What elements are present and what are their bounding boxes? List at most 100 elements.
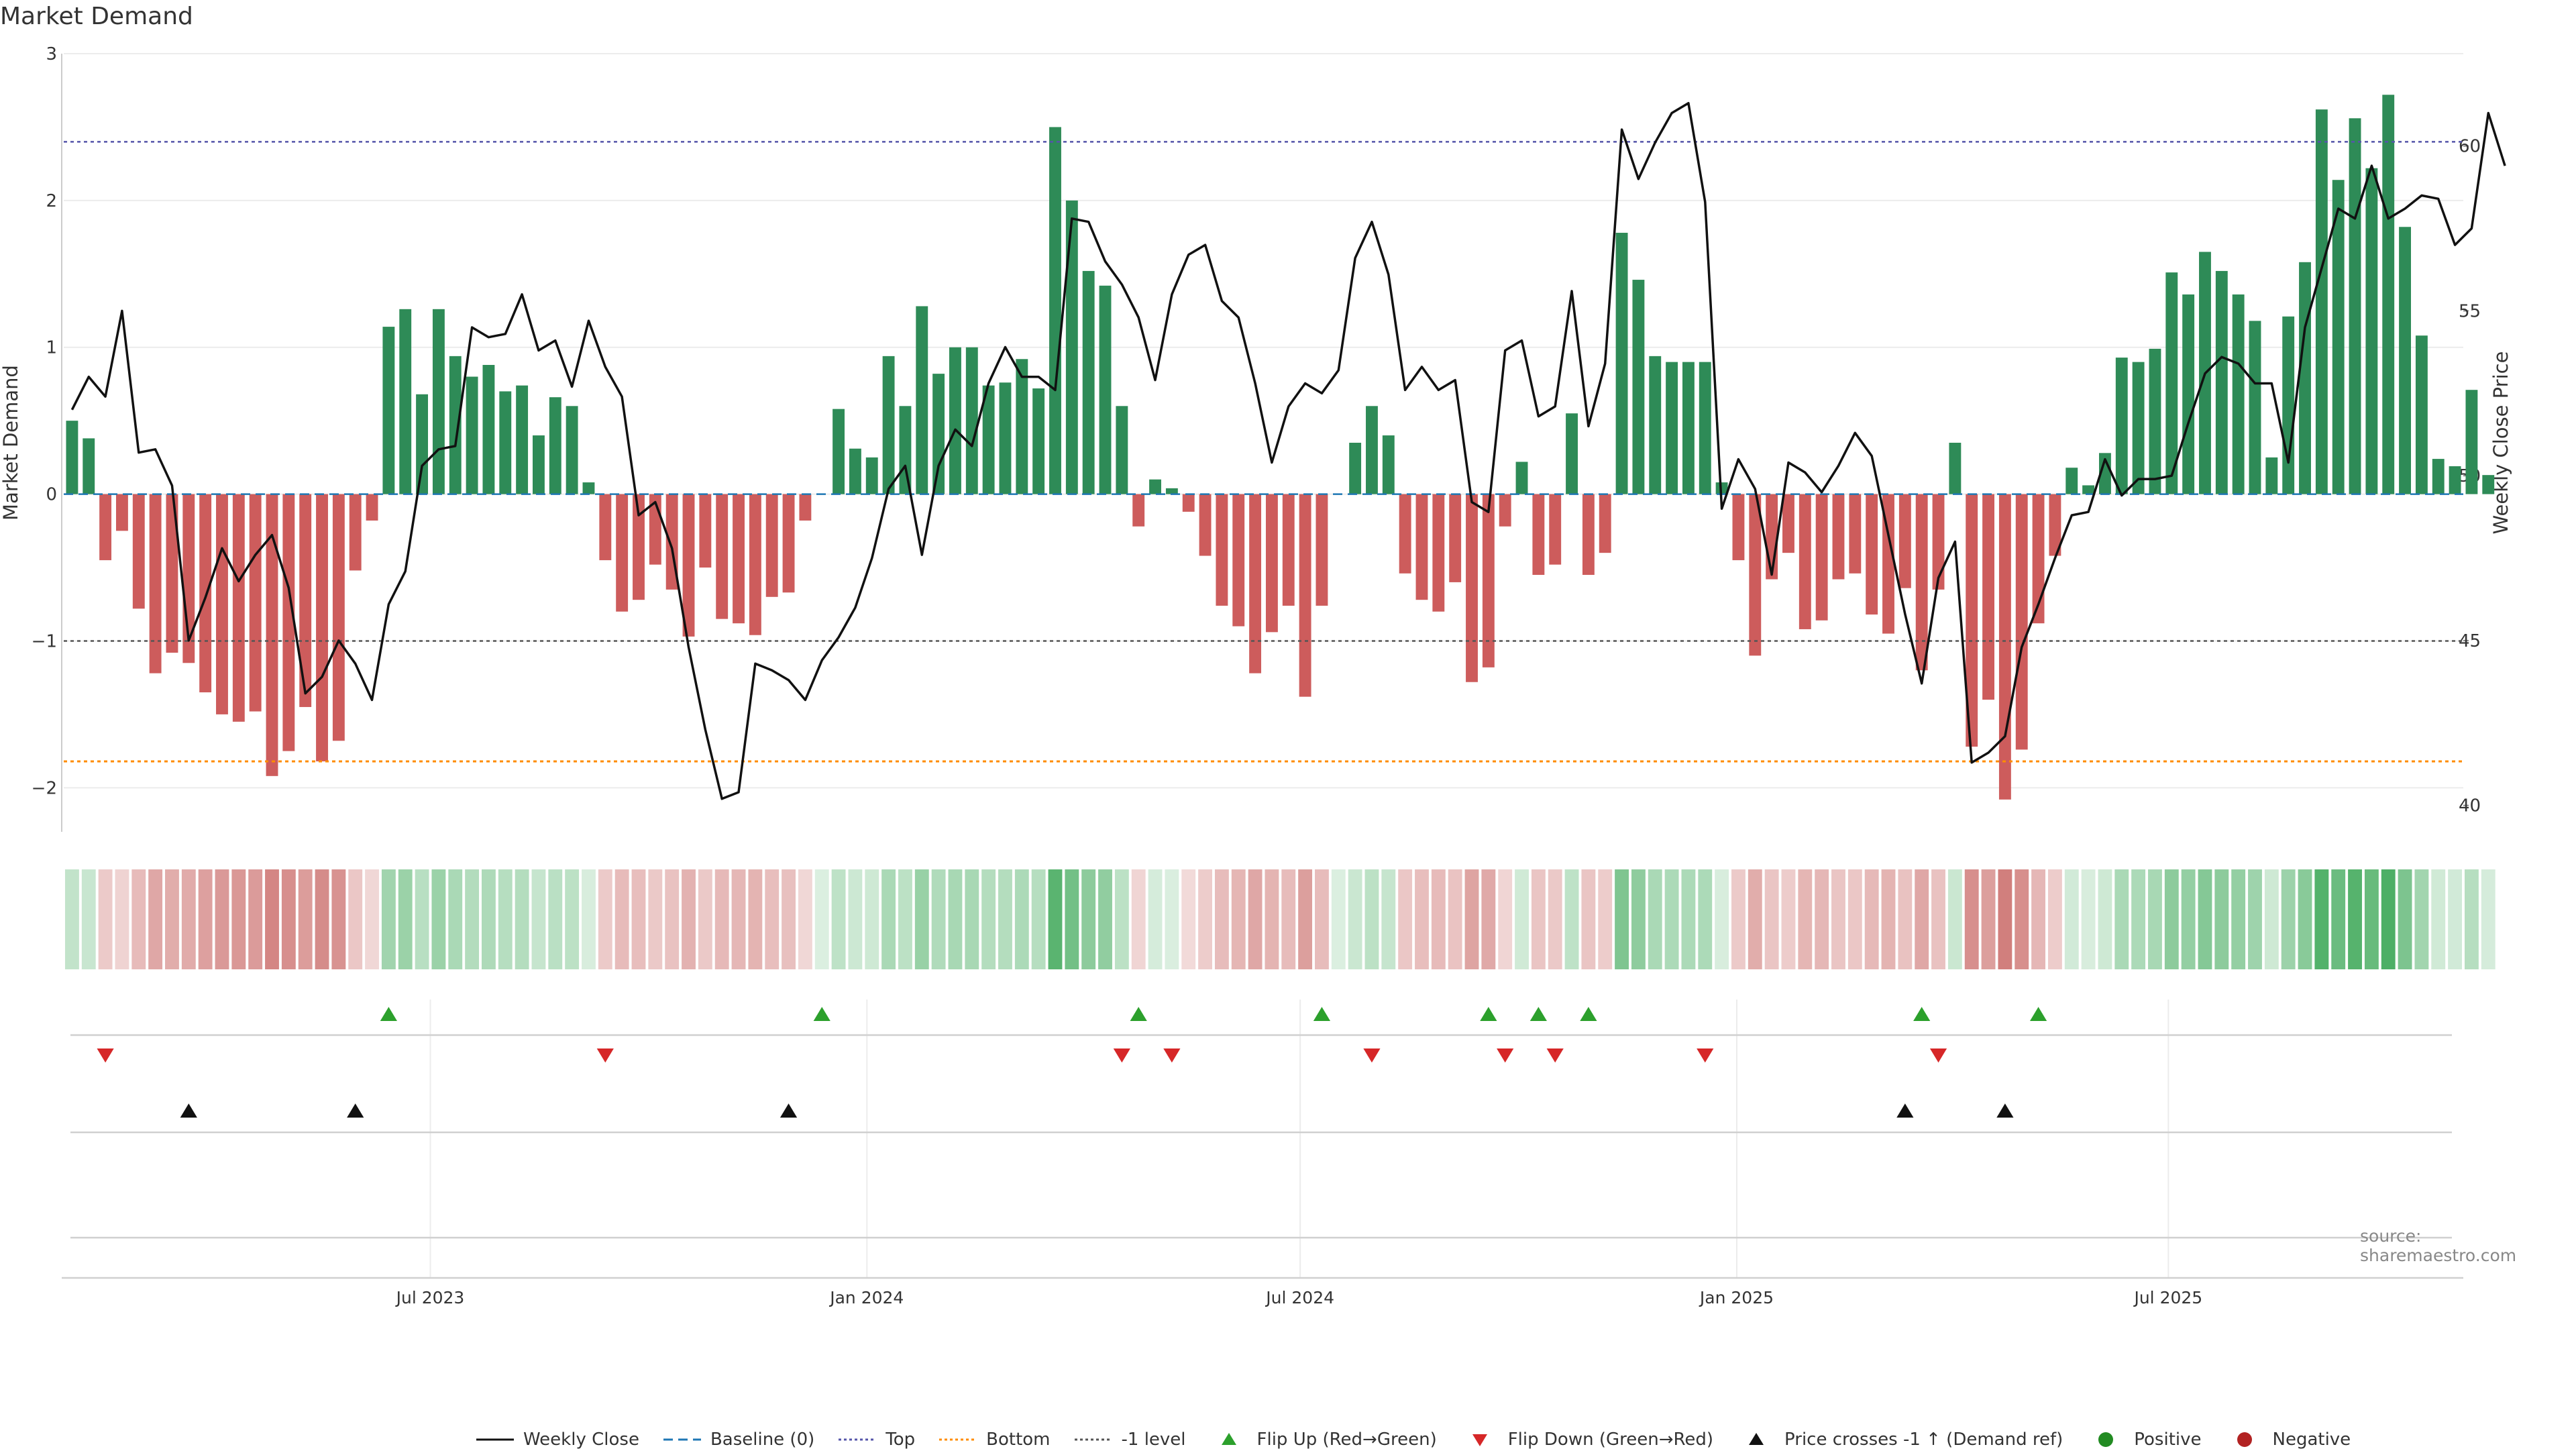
flip-down-marker [596,1048,614,1063]
demand-bar [833,409,845,494]
demand-bar [2232,294,2245,494]
demand-bar [499,391,512,494]
heat-cell [2414,869,2429,969]
heat-cell [2198,869,2212,969]
demand-bar [999,382,1012,494]
demand-bar [332,494,345,741]
legend-label: Price crosses -1 ↑ (Demand ref) [1784,1430,2063,1450]
legend-swatch-dot-icon [939,1438,977,1441]
price-cross-marker [180,1104,197,1118]
heat-cell [365,869,379,969]
demand-bar [66,421,78,494]
demand-bar [1415,494,1428,600]
demand-bar [533,435,545,494]
heat-cell [1515,869,1529,969]
heat-cell [1281,869,1296,969]
demand-bar [449,356,462,494]
heat-cell [631,869,646,969]
heat-cell [1265,869,1279,969]
x-tick-label: Jul 2025 [2133,1288,2202,1307]
heat-cell [965,869,979,969]
demand-bar [2132,362,2145,494]
flip-up-marker [380,1007,397,1021]
demand-bar [1282,494,1295,606]
heat-cell [2015,869,2029,969]
demand-bar [149,494,162,674]
demand-bar [682,494,695,637]
demand-bar [1016,359,1028,494]
heat-cell [348,869,363,969]
demand-bar [1699,362,1711,494]
heat-cell [415,869,429,969]
heat-cell [1664,869,1679,969]
demand-bar [516,385,529,494]
heat-cell [331,869,346,969]
weekly-close-line [70,101,2506,800]
demand-bar [1265,494,1278,633]
demand-bar [949,347,961,494]
demand-bar [1065,200,1078,494]
price-cross-marker [780,1104,798,1118]
legend: Weekly Close Baseline (0) Top Bottom -1 leve… [475,1426,2373,1453]
legend-label: Bottom [986,1430,1051,1450]
y-right-tick-label: 40 [2459,796,2481,816]
demand-bar [899,406,912,494]
demand-bar [1149,479,1161,494]
demand-bar [2315,109,2328,494]
heat-cell [682,869,696,969]
heat-cell [1214,869,1229,969]
heat-cell [1448,869,1462,969]
demand-bar [1582,494,1595,575]
demand-bar [1649,356,1662,494]
flip-down-marker [1113,1048,1130,1063]
demand-bar [799,494,812,521]
demand-bar [2165,272,2178,494]
y-left-axis-label: Market Demand [0,365,22,521]
heat-cell [2298,869,2312,969]
legend-swatch-circle-icon [2237,1432,2252,1447]
heat-cell [598,869,612,969]
heat-cell [848,869,863,969]
heat-cell [731,869,746,969]
y-right-tick-label: 55 [2459,301,2481,321]
heat-cell [2164,869,2179,969]
chart-title: Market Demand [0,3,193,30]
heat-cell [748,869,763,969]
y-left-tick-label: 0 [46,485,57,505]
demand-bar [249,494,262,712]
y-right-tick-label: 60 [2459,137,2481,157]
demand-bar [1299,494,1311,697]
demand-bar [2365,168,2378,494]
heat-cell [1098,869,1112,969]
y-left-tick-label: 1 [46,338,57,358]
heat-cell [1431,869,1446,969]
heat-cell [2381,869,2396,969]
heat-cell [1065,869,1079,969]
demand-bar [699,494,712,568]
heat-cell [614,869,629,969]
demand-bar [2215,270,2228,494]
heat-cell [1864,869,1879,969]
heat-cell [1348,869,1362,969]
legend-item: Top [837,1430,915,1450]
heat-cell [481,869,496,969]
heat-cell [81,869,96,969]
heat-cell [2314,869,2329,969]
heat-cell [398,869,413,969]
legend-item: Positive [2086,1430,2202,1450]
legend-swatch-tri-up-icon [1749,1433,1764,1445]
legend-item: -1 level [1073,1430,1186,1450]
demand-bar [733,494,745,624]
demand-bar [1882,494,1894,634]
heat-cell [1248,869,1263,969]
heat-cell [1131,869,1146,969]
heat-cell [1881,869,1896,969]
demand-bar [2149,348,2161,494]
demand-bar [599,494,612,561]
legend-swatch-shape [1221,1433,1236,1445]
demand-bar [83,438,95,494]
heat-cell [1815,869,1829,969]
heat-cell [248,869,263,969]
demand-bar [1232,494,1245,627]
